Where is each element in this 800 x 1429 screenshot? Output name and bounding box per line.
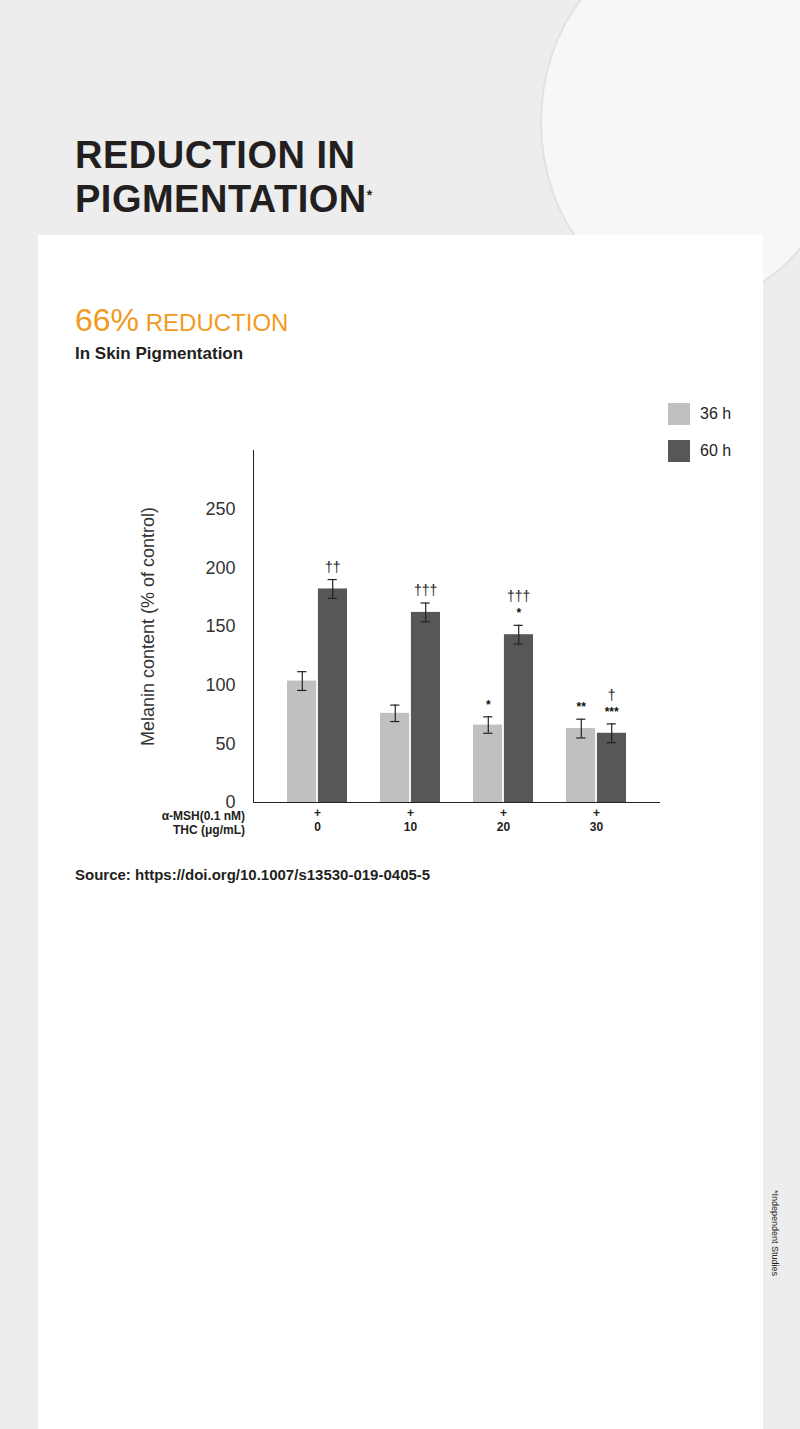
svg-text:0: 0 bbox=[225, 792, 236, 813]
html-text:REDUCTION IN PIGMENTATION: REDUCTION IN PIGMENTATION bbox=[75, 134, 367, 220]
svg-text:30: 30 bbox=[590, 820, 604, 834]
html-text:60 h: 60 h bbox=[700, 442, 732, 459]
svg-text:†: † bbox=[608, 687, 616, 703]
html-text:66%REDUCTION: 66%REDUCTION bbox=[75, 302, 289, 338]
html-text:*Independent Studies: *Independent Studies bbox=[770, 1190, 780, 1277]
svg-text:250: 250 bbox=[205, 499, 235, 519]
svg-text:100: 100 bbox=[205, 675, 235, 695]
svg-text:*: * bbox=[516, 606, 521, 620]
svg-text:α-MSH(0.1 nM): α-MSH(0.1 nM) bbox=[162, 809, 245, 823]
svg-text:200: 200 bbox=[205, 558, 235, 578]
svg-text:150: 150 bbox=[205, 616, 235, 636]
svg-text:20: 20 bbox=[497, 820, 511, 834]
svg-text:Melanin content (% of control): Melanin content (% of control) bbox=[138, 507, 158, 746]
svg-text:THC (μg/mL): THC (μg/mL) bbox=[173, 823, 245, 837]
svg-text:+: + bbox=[593, 806, 600, 820]
html-text:36 h: 36 h bbox=[700, 405, 732, 422]
svg-text:***: *** bbox=[605, 705, 619, 719]
svg-text:+: + bbox=[500, 806, 507, 820]
svg-text:**: ** bbox=[577, 700, 587, 714]
svg-text:10: 10 bbox=[404, 820, 418, 834]
html-text:In Skin Pigmentation: In Skin Pigmentation bbox=[75, 344, 244, 363]
html-text:Source: https://doi.org/10.100: Source: https://doi.org/10.1007/s13530-0… bbox=[75, 866, 431, 883]
svg-text:0: 0 bbox=[314, 820, 321, 834]
svg-text:+: + bbox=[314, 806, 321, 820]
svg-text:*: * bbox=[486, 698, 491, 712]
svg-text:+: + bbox=[407, 806, 414, 820]
svg-text:††: †† bbox=[325, 559, 341, 575]
svg-text:†††: ††† bbox=[507, 588, 530, 604]
svg-text:†††: ††† bbox=[414, 582, 437, 598]
svg-text:50: 50 bbox=[215, 734, 235, 754]
